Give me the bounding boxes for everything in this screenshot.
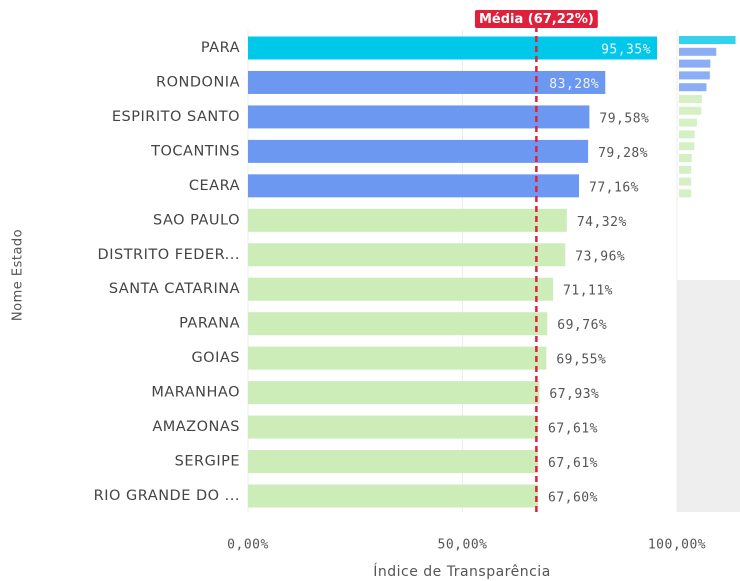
overview-bar <box>679 130 695 139</box>
overview-bar <box>679 177 692 186</box>
bar <box>248 139 589 163</box>
bar <box>248 450 539 474</box>
reference-label-box <box>474 10 598 28</box>
overview-bar <box>679 36 736 44</box>
y-tick-label: PARA <box>201 40 240 56</box>
y-tick-label: SERGIPE <box>175 454 240 470</box>
overview-bar <box>679 118 697 127</box>
y-tick-label: TOCANTINS <box>150 143 240 159</box>
reference-label-text: Média (67,22%) <box>479 12 594 27</box>
bar <box>248 174 580 198</box>
bar <box>248 243 566 267</box>
bar <box>248 36 658 60</box>
value-label: 67,61% <box>548 422 598 437</box>
x-axis-title: Índice de Transparência <box>373 563 551 580</box>
overview-bar <box>679 47 717 56</box>
y-axis-title: Nome Estado <box>11 229 26 321</box>
bar <box>248 312 548 336</box>
overview-bar <box>679 83 707 92</box>
y-tick-label: AMAZONAS <box>152 419 240 435</box>
value-label: 95,35% <box>601 43 651 58</box>
overview-bar <box>679 59 711 68</box>
x-tick-label: 100,00% <box>648 538 706 553</box>
overview-panel <box>676 30 740 512</box>
value-label: 67,93% <box>549 387 599 402</box>
value-label: 73,96% <box>575 249 625 264</box>
overview-bar <box>679 142 695 151</box>
y-tick-label: CEARA <box>189 178 240 194</box>
bar <box>248 208 567 232</box>
x-tick-label: 0,00% <box>227 538 269 553</box>
y-tick-label: PARANA <box>179 316 240 332</box>
overview-shade <box>677 280 740 512</box>
reference-label: Média (67,22%) <box>474 10 598 28</box>
overview-bar <box>679 165 692 174</box>
bar <box>248 277 554 301</box>
overview-bar <box>679 106 702 115</box>
overview-bar <box>679 189 692 198</box>
value-label: 83,28% <box>549 77 599 92</box>
x-tick-label: 50,00% <box>438 538 488 553</box>
value-label: 67,61% <box>548 456 598 471</box>
bar <box>248 484 539 508</box>
bar <box>248 415 539 439</box>
y-tick-label: MARANHAO <box>151 385 240 401</box>
value-label: 74,32% <box>577 215 627 230</box>
y-tick-label: GOIAS <box>191 350 240 366</box>
value-label: 67,60% <box>548 490 598 505</box>
y-tick-label: SAO PAULO <box>153 212 240 228</box>
y-tick-label: SANTA CATARINA <box>109 281 240 297</box>
bar <box>248 105 590 129</box>
value-label: 77,16% <box>589 180 639 195</box>
bar <box>248 70 606 94</box>
value-label: 79,28% <box>598 146 648 161</box>
y-tick-label: DISTRITO FEDER... <box>98 247 240 263</box>
y-tick-label: ESPIRITO SANTO <box>112 109 240 125</box>
bar <box>248 346 547 370</box>
y-tick-label: RIO GRANDE DO ... <box>94 488 240 504</box>
value-label: 69,55% <box>556 353 606 368</box>
bar <box>248 381 540 405</box>
value-label: 69,76% <box>557 318 607 333</box>
overview-bar <box>679 71 710 80</box>
overview-bar <box>679 95 702 103</box>
value-label: 79,58% <box>599 111 649 126</box>
y-tick-label: RONDONIA <box>156 74 240 90</box>
overview-bar <box>679 154 692 162</box>
value-label: 71,11% <box>563 284 613 299</box>
